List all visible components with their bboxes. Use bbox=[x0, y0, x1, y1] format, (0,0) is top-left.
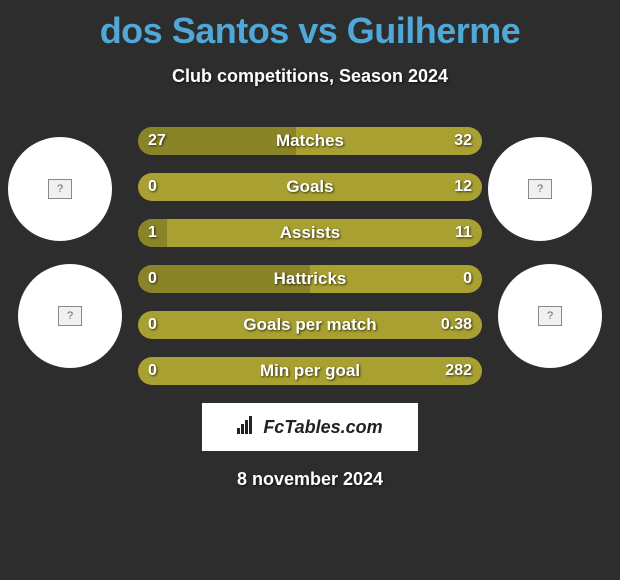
chart-bars-icon bbox=[237, 416, 257, 439]
comparison-date: 8 november 2024 bbox=[0, 469, 620, 490]
stat-label: Goals per match bbox=[138, 311, 482, 339]
main-comparison-area: ? ? ? ? 27Matches320Goals121Assists110Ha… bbox=[0, 127, 620, 490]
stat-label: Min per goal bbox=[138, 357, 482, 385]
stat-bar: 1Assists11 bbox=[138, 219, 482, 247]
player-avatar-top-right: ? bbox=[488, 137, 592, 241]
image-placeholder-icon: ? bbox=[538, 306, 562, 326]
player-avatar-bottom-right: ? bbox=[498, 264, 602, 368]
comparison-subtitle: Club competitions, Season 2024 bbox=[0, 66, 620, 87]
stat-bar: 0Goals per match0.38 bbox=[138, 311, 482, 339]
stat-right-value: 0.38 bbox=[441, 311, 472, 339]
stat-label: Matches bbox=[138, 127, 482, 155]
image-placeholder-icon: ? bbox=[528, 179, 552, 199]
stats-bars-container: 27Matches320Goals121Assists110Hattricks0… bbox=[138, 127, 482, 385]
stat-bar: 27Matches32 bbox=[138, 127, 482, 155]
fctables-logo: FcTables.com bbox=[202, 403, 418, 451]
stat-right-value: 11 bbox=[455, 219, 472, 247]
stat-label: Hattricks bbox=[138, 265, 482, 293]
stat-label: Goals bbox=[138, 173, 482, 201]
logo-text: FcTables.com bbox=[263, 417, 382, 438]
stat-bar: 0Min per goal282 bbox=[138, 357, 482, 385]
stat-right-value: 0 bbox=[463, 265, 472, 293]
player-avatar-bottom-left: ? bbox=[18, 264, 122, 368]
stat-right-value: 282 bbox=[445, 357, 472, 385]
comparison-title: dos Santos vs Guilherme bbox=[0, 0, 620, 52]
stat-bar: 0Goals12 bbox=[138, 173, 482, 201]
stat-label: Assists bbox=[138, 219, 482, 247]
player-avatar-top-left: ? bbox=[8, 137, 112, 241]
stat-bar: 0Hattricks0 bbox=[138, 265, 482, 293]
stat-right-value: 12 bbox=[454, 173, 472, 201]
image-placeholder-icon: ? bbox=[58, 306, 82, 326]
image-placeholder-icon: ? bbox=[48, 179, 72, 199]
stat-right-value: 32 bbox=[454, 127, 472, 155]
